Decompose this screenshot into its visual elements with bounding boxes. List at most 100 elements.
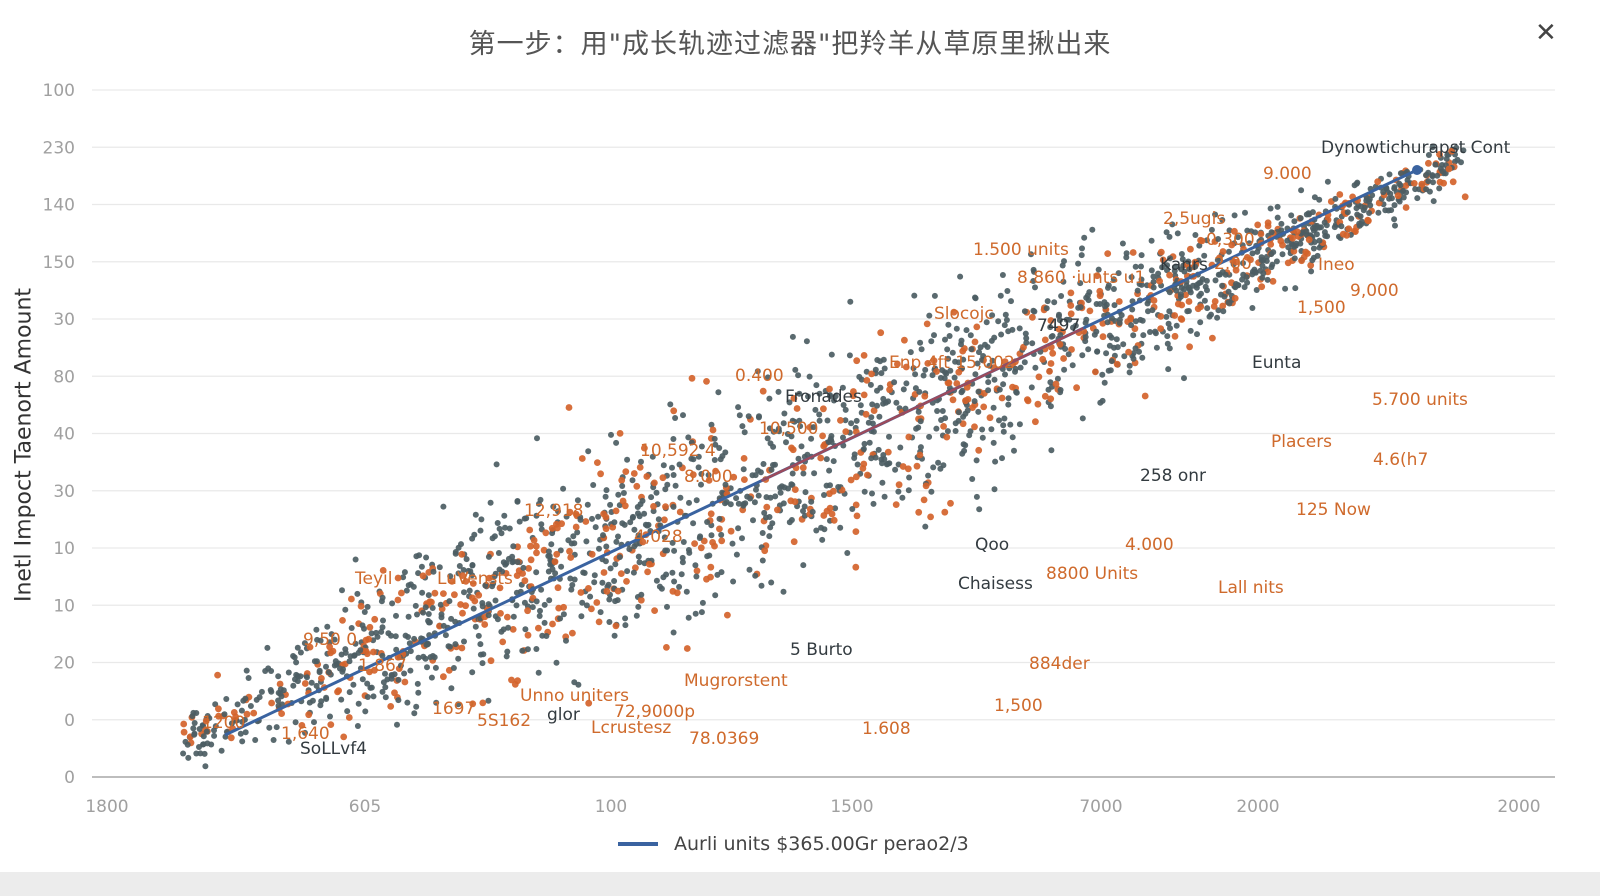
scatter-point-dark	[1254, 248, 1261, 255]
scatter-point-orange	[1232, 266, 1240, 274]
scatter-point-orange	[459, 609, 466, 617]
scatter-point-dark	[786, 399, 793, 406]
scatter-point-dark	[897, 444, 904, 451]
scatter-point-dark	[1021, 359, 1028, 366]
scatter-point-orange	[1374, 178, 1382, 186]
scatter-point-dark	[992, 458, 999, 465]
scatter-point-dark	[1000, 422, 1007, 429]
scatter-point-orange	[923, 320, 931, 328]
scatter-point-dark	[1380, 189, 1387, 196]
scatter-point-dark	[362, 708, 369, 715]
annotation-label: 1697	[432, 699, 475, 719]
y-tick-label: 10	[53, 596, 75, 616]
scatter-point-dark	[570, 533, 577, 540]
scatter-point-orange	[860, 460, 868, 468]
scatter-point-orange	[1343, 231, 1351, 239]
scatter-point-orange	[1073, 384, 1080, 392]
scatter-point-dark	[204, 713, 211, 719]
scatter-point-dark	[414, 680, 421, 687]
scatter-point-dark	[1163, 313, 1170, 320]
scatter-point-dark	[768, 466, 775, 473]
annotation-label: Chaisess	[958, 574, 1033, 594]
scatter-point-orange	[730, 473, 738, 481]
scatter-point-dark	[854, 461, 861, 468]
scatter-point-dark	[802, 489, 809, 496]
scatter-point-dark	[1167, 325, 1173, 332]
scatter-point-dark	[920, 372, 927, 379]
scatter-point-orange	[1125, 348, 1132, 356]
scatter-point-orange	[1068, 346, 1075, 353]
scatter-point-dark	[357, 647, 364, 654]
scatter-point-dark	[767, 494, 774, 501]
scatter-point-dark	[670, 503, 677, 510]
scatter-point-dark	[479, 603, 486, 610]
scatter-point-dark	[925, 472, 932, 479]
scatter-point-orange	[542, 529, 550, 537]
scatter-point-dark	[849, 506, 856, 512]
scatter-point-dark	[327, 713, 333, 720]
scatter-point-dark	[800, 470, 807, 477]
scatter-point-dark	[1072, 322, 1079, 329]
scatter-point-dark	[644, 522, 651, 529]
scatter-point-dark	[1140, 332, 1147, 339]
scatter-point-dark	[1366, 196, 1373, 203]
scatter-point-dark	[711, 457, 718, 463]
scatter-point-dark	[631, 526, 638, 533]
scatter-point-orange	[612, 622, 620, 630]
scatter-point-dark	[1126, 369, 1133, 376]
scatter-point-dark	[1129, 306, 1136, 313]
scatter-point-dark	[1331, 224, 1338, 231]
scatter-point-dark	[756, 413, 762, 420]
scatter-point-dark	[548, 541, 555, 548]
scatter-point-dark	[546, 597, 553, 604]
scatter-point-dark	[438, 611, 445, 618]
scatter-point-dark	[514, 559, 521, 566]
scatter-point-dark	[533, 646, 540, 652]
scatter-point-dark	[1278, 220, 1285, 227]
scatter-point-dark	[1079, 352, 1086, 359]
scatter-point-dark	[485, 601, 492, 608]
scatter-point-orange	[398, 589, 405, 597]
scatter-point-dark	[496, 525, 503, 532]
annotation-label: 2.00	[1214, 254, 1252, 274]
scatter-point-dark	[626, 546, 633, 553]
scatter-point-dark	[393, 646, 400, 653]
y-tick-label: 80	[53, 367, 75, 387]
scatter-point-dark	[842, 417, 849, 424]
scatter-point-dark	[1110, 286, 1117, 292]
annotation-label: Placers	[1271, 432, 1332, 452]
scatter-point-dark	[563, 513, 570, 520]
scatter-point-dark	[1075, 260, 1082, 267]
scatter-point-orange	[1336, 191, 1344, 198]
scatter-point-dark	[698, 481, 704, 488]
scatter-point-orange	[1228, 241, 1236, 249]
scatter-point-dark	[1249, 305, 1256, 311]
scatter-point-orange	[577, 589, 585, 596]
scatter-point-dark	[553, 659, 560, 666]
scatter-point-orange	[487, 657, 495, 665]
scatter-point-dark	[1246, 240, 1253, 247]
scatter-point-dark	[805, 393, 811, 400]
scatter-point-dark	[401, 569, 408, 576]
scatter-point-orange	[440, 590, 447, 597]
annotation-label: Fronades	[785, 387, 862, 407]
scatter-point-dark	[1358, 221, 1365, 228]
scatter-point-dark	[620, 490, 627, 496]
scatter-point-dark	[926, 433, 933, 440]
scatter-point-dark	[798, 443, 805, 450]
scatter-point-dark	[832, 393, 839, 400]
scatter-point-dark	[331, 662, 338, 669]
close-icon[interactable]: ✕	[1535, 18, 1557, 48]
scatter-point-dark	[580, 569, 587, 576]
scatter-point-dark	[957, 273, 964, 280]
scatter-point-dark	[635, 603, 642, 610]
scatter-point-dark	[686, 499, 692, 506]
scatter-point-dark	[872, 366, 879, 373]
scatter-point-dark	[1252, 229, 1259, 236]
scatter-point-dark	[1198, 290, 1204, 297]
scatter-point-dark	[494, 616, 501, 623]
scatter-point-orange	[791, 486, 799, 493]
scatter-point-dark	[660, 462, 667, 469]
scatter-point-orange	[618, 476, 626, 484]
y-tick-label: 10	[53, 539, 75, 559]
